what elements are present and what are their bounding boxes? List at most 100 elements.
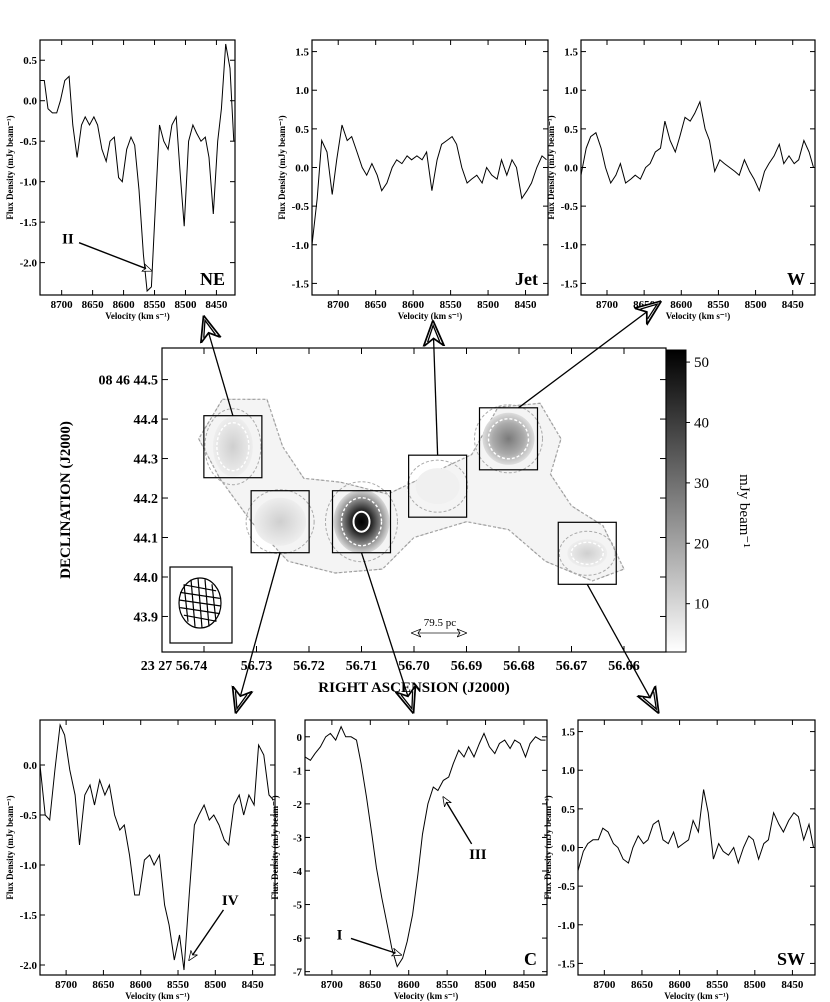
y-tick-label: -1.0 [292,240,310,252]
spectrum-panel-sw: 1.5 1.0 0.5 0.0 -0.5 -1.0 -1.5 8700 8650 8600 8550… [543,719,816,1001]
feature-arrow [78,242,151,271]
x-tick-label: 8650 [633,299,656,311]
ra-axis-label: RIGHT ASCENSION (J2000) [318,680,509,696]
contour [570,541,604,565]
x-tick-label: 8550 [167,979,190,991]
ra-tick-label: 56.68 [503,659,535,674]
y-tick-label: -4 [293,866,303,878]
ra-tick-label: 56.70 [398,659,430,674]
scale-bar-label: 79.5 pc [424,617,457,629]
region-box-w [478,407,539,471]
contour [216,422,250,472]
contour [340,497,383,547]
y-tick-label: 0.5 [295,124,309,136]
x-tick-label: 8650 [631,979,654,991]
dec-tick-label: 44.4 [134,413,159,428]
x-tick-label: 8700 [596,299,619,311]
feature-arrow [350,937,401,954]
emission-blob [212,416,253,477]
colorbar [665,349,687,653]
colorbar-tick-label: 40 [694,415,709,431]
beam-hatch [178,577,222,629]
x-tick-label: 8450 [782,299,805,311]
x-tick-label: 8500 [744,979,767,991]
panel-name: C [524,949,537,969]
y-tick-label: -1.0 [20,177,38,189]
y-tick-label: 1.0 [564,85,578,97]
colorbar-label: mJy beam⁻¹ [736,474,752,548]
panel-name: E [253,949,265,969]
plot-frame [39,719,276,976]
y-tick-label: -7 [293,967,303,979]
spectrum-panel-c: 0 -1 -2 -3 -4 -5 -6 -7 8700 8650 8600 8550 8500 8450 V… [270,719,548,1001]
y-tick-label: 0 [297,732,303,744]
panel-name: Jet [515,269,538,289]
y-axis-label: Flux Density (mJy beam⁻¹) [546,115,556,219]
ra-tick-label: 23 27 56.74 [141,659,208,674]
ra-tick-label: 56.72 [293,659,325,674]
colorbar-tick-label: 50 [694,355,709,371]
plot-frame [311,39,549,296]
dec-tick-label: 44.1 [134,532,159,547]
y-tick-label: -1.0 [561,240,579,252]
colorbar-tick-label: 30 [694,476,709,492]
x-tick-label: 8500 [174,299,197,311]
dec-tick-label: 44.0 [134,571,159,586]
peak-contour [352,510,371,533]
y-tick-label: -1.5 [292,278,310,290]
x-tick-label: 8450 [513,979,536,991]
y-tick-label: -1.5 [20,217,38,229]
x-tick-label: 8500 [204,979,227,991]
x-axis-label: Velocity (km s⁻¹) [666,311,731,321]
ra-tick-label: 56.71 [346,659,378,674]
connector-arrow-w [518,302,661,409]
connector-arrow-e [236,552,281,712]
y-tick-label: -1.5 [561,278,579,290]
panel-name: SW [777,949,805,969]
y-tick-label: -0.5 [558,881,576,893]
x-axis-label: Velocity (km s⁻¹) [105,311,170,321]
feature-label: IV [222,893,239,909]
y-axis-label: Flux Density (mJy beam⁻¹) [5,115,15,219]
connector-arrow-c [360,552,414,712]
y-tick-label: -2 [293,799,303,811]
x-tick-label: 8550 [144,299,167,311]
plot-frame [39,39,236,296]
y-tick-label: 1.5 [564,47,578,59]
x-tick-label: 8450 [515,299,538,311]
y-tick-label: -1.0 [20,860,38,872]
y-tick-label: 0.0 [561,843,575,855]
x-tick-label: 8500 [477,299,500,311]
y-tick-label: 0.5 [23,55,37,67]
feature-arrow [189,909,225,960]
x-tick-label: 8700 [55,979,78,991]
y-axis-label: Flux Density (mJy beam⁻¹) [5,795,15,899]
feature-label: II [62,231,74,247]
y-axis-label: Flux Density (mJy beam⁻¹) [543,795,553,899]
dec-tick-label: 44.3 [134,453,159,468]
x-tick-label: 8450 [781,979,804,991]
y-tick-label: -1.0 [558,920,576,932]
ra-tick-label: 56.69 [451,659,483,674]
x-tick-label: 8500 [745,299,768,311]
spectrum-panel-w: 1.5 1.0 0.5 0.0 -0.5 -1.0 -1.5 8700 8650 8600 8550… [546,39,816,321]
x-tick-label: 8700 [51,299,74,311]
connector-arrow-jet [433,322,438,456]
x-axis-label: Velocity (km s⁻¹) [398,311,463,321]
y-tick-label: 1.5 [561,727,575,739]
y-tick-label: -2.0 [20,258,38,270]
x-tick-label: 8450 [242,979,265,991]
spectrum-line [39,723,274,971]
plot-frame [304,719,548,976]
connector-arrow-sw [586,583,658,712]
x-tick-label: 8600 [130,979,153,991]
y-tick-label: 1.0 [561,765,575,777]
plot-frame [577,719,816,976]
spectrum-line [304,725,546,968]
ra-tick-label: 56.73 [241,659,273,674]
emission-blob [567,539,608,568]
ra-tick-label: 56.66 [608,659,640,674]
contour [474,404,543,474]
y-tick-label: -2.0 [20,960,38,972]
x-axis-label: Velocity (km s⁻¹) [394,991,459,1001]
